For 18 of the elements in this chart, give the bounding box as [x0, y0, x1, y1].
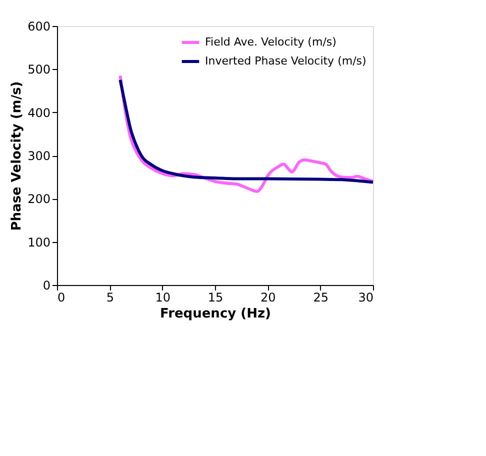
y-axis-title: Phase Velocity (m/s) [10, 81, 25, 231]
y-tick-label: 500 [28, 62, 50, 77]
x-tick-label: 15 [208, 290, 224, 304]
y-tick-label: 0 [42, 278, 50, 292]
y-tick-label: 400 [28, 106, 50, 120]
legend-label: Field Ave. Velocity (m/s) [205, 36, 336, 48]
x-tick-label: 0 [58, 290, 66, 304]
x-axis-title: Frequency (Hz) [160, 306, 271, 322]
y-tick-label: 200 [28, 192, 50, 206]
y-tick-label: 600 [28, 20, 50, 34]
x-tick-label: 25 [313, 290, 328, 304]
y-tick-label: 100 [28, 235, 50, 250]
x-tick-label: 5 [106, 290, 114, 304]
x-tick-label: 10 [155, 290, 170, 304]
x-tick-label: 30 [358, 290, 374, 304]
legend-label: Inverted Phase Velocity (m/s) [205, 54, 366, 68]
y-tick-label: 300 [28, 149, 50, 163]
x-tick-label: 20 [260, 290, 276, 304]
